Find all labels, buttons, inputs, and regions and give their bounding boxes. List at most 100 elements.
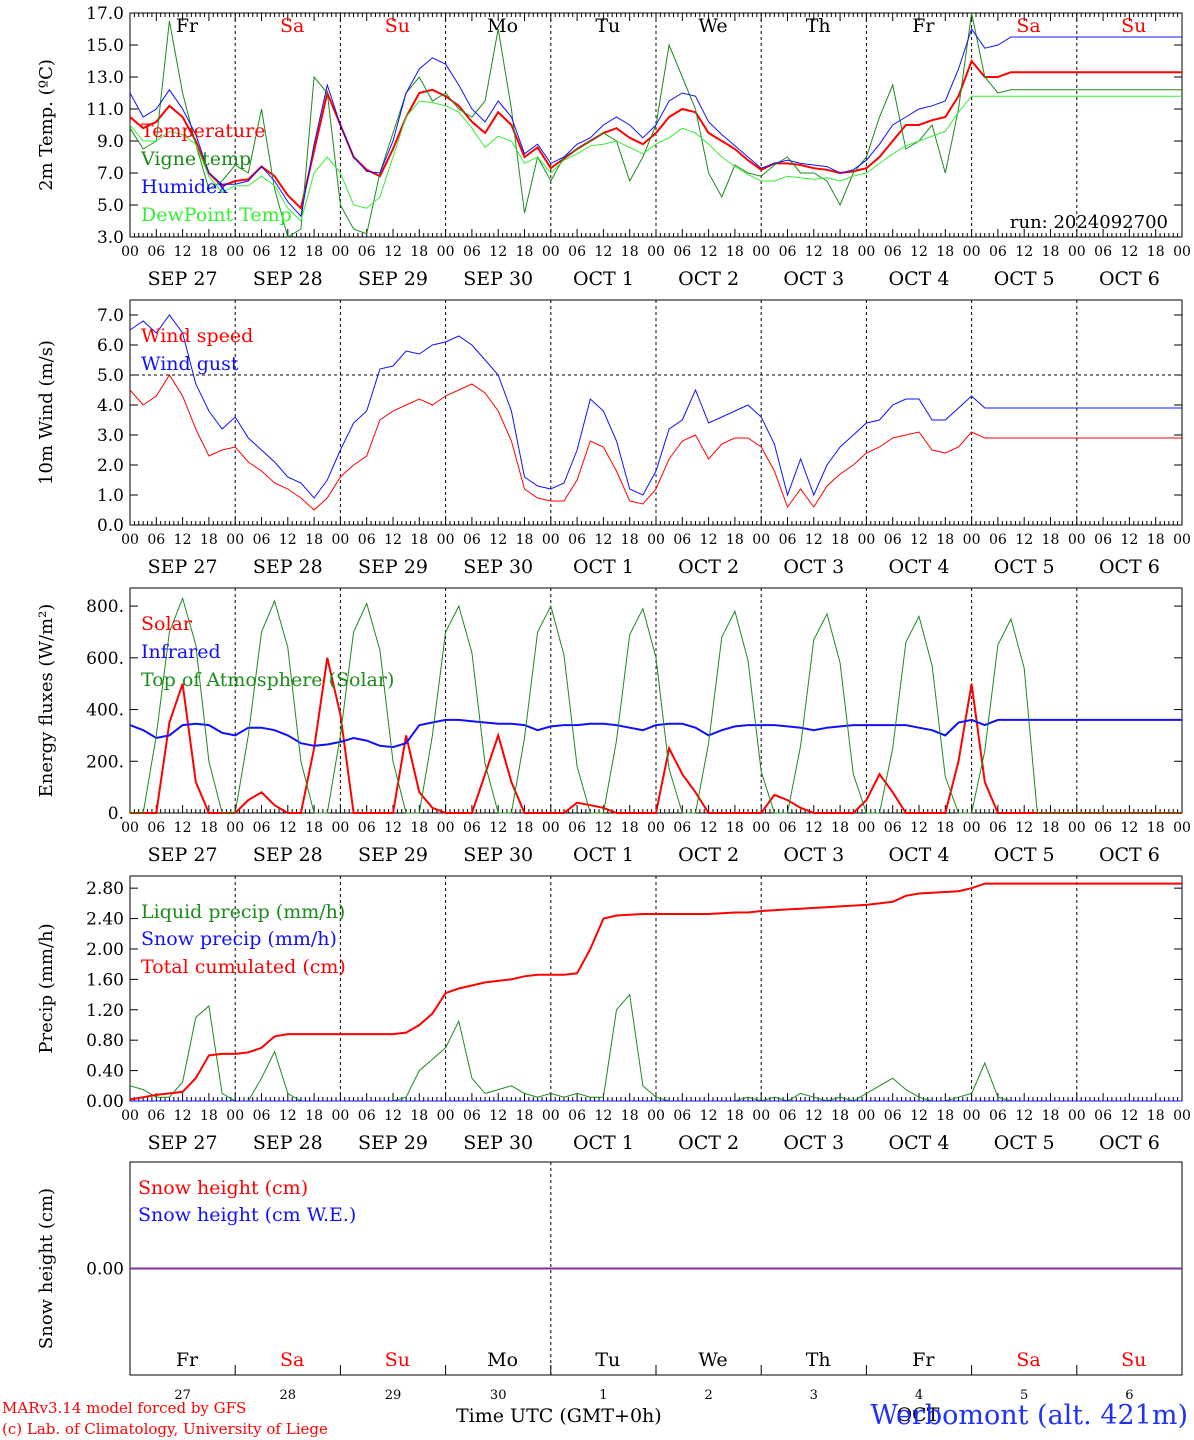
hour-label: 18	[410, 1108, 428, 1124]
date-label: SEP 30	[463, 1132, 533, 1154]
date-label: OCT 5	[994, 1132, 1055, 1154]
date-label: OCT 4	[889, 556, 950, 578]
legend-entry: Snow height (cm)	[138, 1177, 308, 1199]
panel-frame	[129, 587, 1183, 814]
hour-label: 12	[805, 1108, 823, 1124]
legend-entry: Temperature	[141, 120, 265, 142]
day-number: 4	[915, 1388, 923, 1403]
hour-label: 18	[1042, 532, 1060, 548]
hour-label: 00	[647, 244, 665, 260]
date-label: SEP 29	[358, 1132, 428, 1154]
hour-label: 00	[542, 1108, 560, 1124]
series-line	[129, 718, 1182, 749]
hour-label: 06	[463, 820, 481, 836]
hour-label: 00	[437, 820, 455, 836]
y-tick-label: 1.60	[86, 970, 124, 990]
y-tick-label: 3.0	[97, 426, 124, 446]
date-label: OCT 1	[573, 844, 634, 866]
y-axis-label: 10m Wind (m/s)	[36, 340, 57, 485]
hour-label: 06	[568, 532, 586, 548]
hour-label: 06	[253, 820, 271, 836]
hour-label: 00	[857, 532, 875, 548]
hour-label: 06	[884, 532, 902, 548]
hour-label: 12	[174, 820, 192, 836]
date-label: OCT 6	[1099, 844, 1160, 866]
hour-label: 06	[147, 244, 165, 260]
hour-label: 06	[779, 532, 797, 548]
hour-label: 12	[384, 820, 402, 836]
hour-label: 00	[1173, 532, 1191, 548]
hour-label: 00	[857, 244, 875, 260]
legend-entry: Wind gust	[141, 353, 239, 375]
hour-label: 12	[1120, 1108, 1138, 1124]
date-label: OCT 4	[889, 268, 950, 290]
hour-label: 12	[489, 1108, 507, 1124]
hour-label: 18	[831, 820, 849, 836]
date-label: OCT 2	[678, 844, 739, 866]
day-name: Su	[385, 15, 410, 37]
hour-label: 18	[1147, 244, 1165, 260]
day-name: Mo	[487, 1349, 518, 1371]
date-label: OCT 1	[573, 556, 634, 578]
hour-label: 18	[726, 244, 744, 260]
hour-label: 00	[857, 820, 875, 836]
date-label: SEP 30	[463, 268, 533, 290]
date-label: OCT 6	[1099, 268, 1160, 290]
y-axis-label: Snow height (cm)	[36, 1188, 57, 1349]
hour-label: 06	[463, 1108, 481, 1124]
series-line	[129, 95, 1182, 222]
day-name: Fr	[176, 1349, 199, 1371]
day-name: Sa	[280, 1349, 304, 1371]
model-credit-line2: (c) Lab. of Climatology, University of L…	[2, 1420, 328, 1438]
y-tick-label: 7.0	[97, 164, 124, 184]
day-name: We	[698, 15, 727, 37]
hour-label: 00	[752, 1108, 770, 1124]
hour-label: 06	[989, 244, 1007, 260]
date-label: OCT 4	[889, 844, 950, 866]
date-label: SEP 28	[253, 844, 323, 866]
y-tick-label: 3.0	[97, 228, 124, 248]
hour-label: 06	[779, 1108, 797, 1124]
date-label: SEP 27	[148, 1132, 218, 1154]
hour-label: 12	[174, 244, 192, 260]
hour-label: 00	[752, 244, 770, 260]
hour-label: 18	[200, 244, 218, 260]
hour-label: 18	[621, 820, 639, 836]
legend-entry: Solar	[141, 613, 193, 635]
day-name: Su	[1121, 1349, 1146, 1371]
y-axis-label: Precip (mm/h)	[36, 923, 57, 1053]
date-label: OCT 2	[678, 1132, 739, 1154]
month-label: OCT	[897, 1404, 940, 1426]
y-tick-label: 11.0	[86, 100, 124, 120]
hour-label: 06	[673, 1108, 691, 1124]
day-number: 28	[280, 1388, 297, 1403]
hour-label: 12	[1015, 1108, 1033, 1124]
legend-entry: Infrared	[141, 641, 221, 663]
date-label: OCT 6	[1099, 556, 1160, 578]
hour-label: 06	[568, 820, 586, 836]
hour-label: 06	[253, 1108, 271, 1124]
hour-label: 12	[910, 820, 928, 836]
series-line	[129, 374, 1182, 511]
hour-label: 18	[516, 532, 534, 548]
date-label: OCT 1	[573, 1132, 634, 1154]
hour-label: 18	[831, 244, 849, 260]
legend-entry: Top of Atmosphere (Solar)	[141, 669, 394, 691]
hour-label: 00	[647, 820, 665, 836]
date-label: SEP 27	[148, 556, 218, 578]
hour-label: 18	[726, 1108, 744, 1124]
hour-label: 00	[226, 244, 244, 260]
hour-label: 00	[226, 820, 244, 836]
time-axis-label: Time UTC (GMT+0h)	[456, 1405, 662, 1427]
hour-label: 12	[489, 820, 507, 836]
hour-label: 00	[542, 244, 560, 260]
date-label: SEP 30	[463, 556, 533, 578]
date-label: OCT 5	[994, 268, 1055, 290]
hour-label: 12	[384, 532, 402, 548]
y-tick-label: 2.0	[97, 456, 124, 476]
hour-label: 18	[1042, 820, 1060, 836]
y-tick-label: 15.0	[86, 36, 124, 56]
day-number: 29	[385, 1388, 402, 1403]
hour-label: 00	[1173, 1108, 1191, 1124]
day-name: Su	[1121, 15, 1146, 37]
